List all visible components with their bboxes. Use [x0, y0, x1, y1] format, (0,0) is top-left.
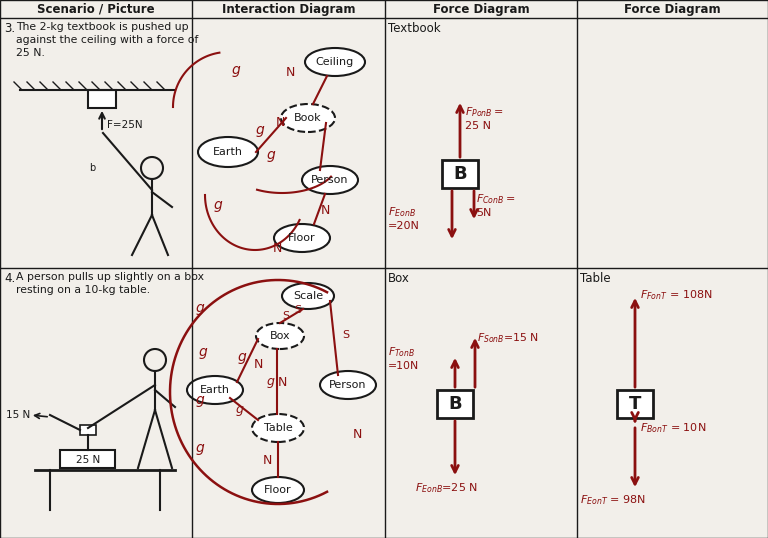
Text: $F_{EonT}$ = 98N: $F_{EonT}$ = 98N [580, 493, 646, 507]
Text: F=25N: F=25N [107, 120, 143, 130]
Text: A person pulls up slightly on a box
resting on a 10-kg table.: A person pulls up slightly on a box rest… [16, 272, 204, 295]
Text: $F_{EonB}$=25 N: $F_{EonB}$=25 N [415, 481, 478, 495]
Text: T: T [629, 395, 641, 413]
Text: B: B [453, 165, 467, 183]
Bar [60, 450, 115, 468]
Text: g: g [196, 393, 204, 407]
Bar [617, 390, 653, 418]
Text: N: N [263, 454, 272, 466]
Text: Floor: Floor [264, 485, 292, 495]
Text: N: N [353, 428, 362, 442]
Text: Force Diagram: Force Diagram [432, 3, 529, 16]
Text: g: g [237, 350, 247, 364]
Text: b: b [89, 163, 95, 173]
Text: Scale: Scale [293, 291, 323, 301]
Text: N: N [273, 242, 282, 254]
Ellipse shape [256, 323, 304, 349]
Bar [80, 425, 96, 435]
Text: 25 N: 25 N [76, 455, 100, 465]
Ellipse shape [302, 166, 358, 194]
Ellipse shape [305, 48, 365, 76]
Text: g: g [196, 441, 204, 455]
Text: g: g [199, 345, 207, 359]
Bar [437, 390, 473, 418]
Text: Book: Book [294, 113, 322, 123]
Text: g: g [236, 404, 244, 416]
Ellipse shape [274, 224, 330, 252]
Text: N: N [286, 66, 295, 79]
Text: Earth: Earth [213, 147, 243, 157]
Text: S: S [283, 311, 290, 321]
Ellipse shape [252, 477, 304, 503]
Bar [88, 90, 116, 108]
Text: g: g [266, 148, 276, 162]
Ellipse shape [281, 104, 335, 132]
Ellipse shape [320, 371, 376, 399]
Text: Box: Box [388, 272, 410, 285]
Text: Person: Person [329, 380, 367, 390]
Text: N: N [277, 376, 286, 388]
Text: Scenario / Picture: Scenario / Picture [37, 3, 155, 16]
Text: g: g [267, 376, 275, 388]
Text: S: S [343, 330, 349, 340]
Text: Table: Table [580, 272, 611, 285]
Text: g: g [232, 63, 240, 77]
Text: g: g [196, 301, 204, 315]
Text: $F_{TonB}$
=10N: $F_{TonB}$ =10N [388, 345, 419, 371]
Text: 3.: 3. [4, 22, 15, 35]
Text: $F_{EonB}$
=20N: $F_{EonB}$ =20N [388, 205, 420, 231]
Text: N: N [253, 358, 263, 372]
Text: Table: Table [263, 423, 293, 433]
Text: $F_{FonT}$ = 108N: $F_{FonT}$ = 108N [640, 288, 713, 302]
Text: S: S [294, 305, 302, 315]
Text: Force Diagram: Force Diagram [624, 3, 721, 16]
Text: g: g [256, 123, 264, 137]
Ellipse shape [252, 414, 304, 442]
Ellipse shape [198, 137, 258, 167]
Text: Interaction Diagram: Interaction Diagram [222, 3, 356, 16]
Text: The 2-kg textbook is pushed up
against the ceiling with a force of
25 N.: The 2-kg textbook is pushed up against t… [16, 22, 198, 59]
Ellipse shape [282, 283, 334, 309]
Text: Textbook: Textbook [388, 22, 441, 35]
Bar [442, 160, 478, 188]
Text: 4.: 4. [4, 272, 15, 285]
Text: g: g [214, 198, 223, 212]
Text: $F_{PonB}=$
25 N: $F_{PonB}=$ 25 N [465, 105, 504, 131]
Text: $F_{BonT}$ = 10N: $F_{BonT}$ = 10N [640, 421, 707, 435]
Ellipse shape [187, 376, 243, 404]
Text: $F_{ConB}=$
5N: $F_{ConB}=$ 5N [476, 192, 515, 218]
Text: Box: Box [270, 331, 290, 341]
Text: Person: Person [311, 175, 349, 185]
Text: $F_{SonB}$=15 N: $F_{SonB}$=15 N [477, 331, 538, 345]
Text: Ceiling: Ceiling [316, 57, 354, 67]
Text: Floor: Floor [288, 233, 316, 243]
Text: N: N [275, 116, 285, 129]
Text: 15 N: 15 N [5, 410, 30, 420]
Text: N: N [320, 203, 329, 216]
Text: Earth: Earth [200, 385, 230, 395]
Text: B: B [449, 395, 462, 413]
